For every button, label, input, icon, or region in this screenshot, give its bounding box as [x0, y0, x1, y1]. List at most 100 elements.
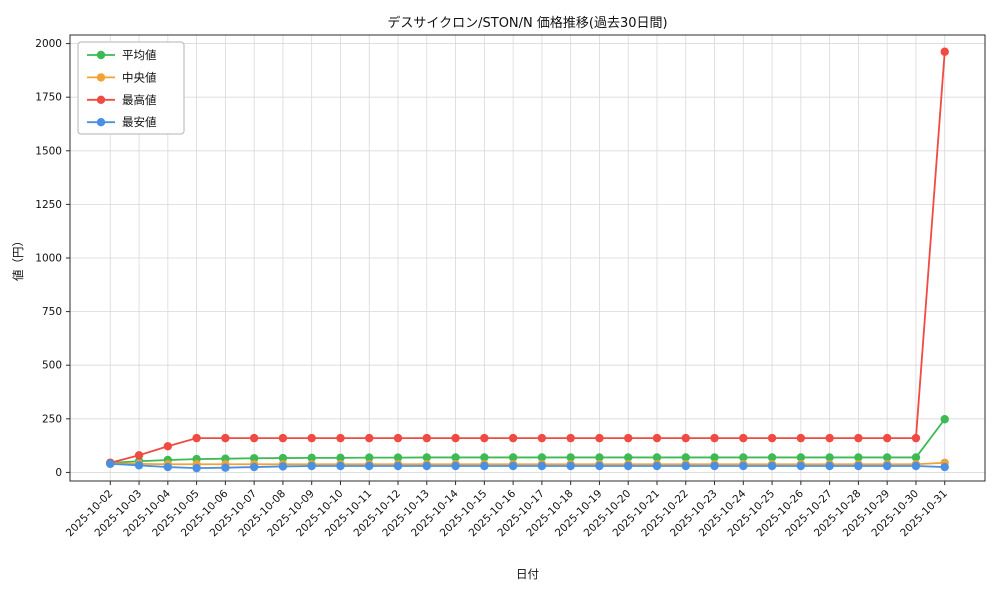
data-point-max — [480, 433, 489, 443]
data-point-avg — [796, 453, 806, 462]
data-point-max — [422, 433, 431, 443]
data-point-avg — [422, 453, 431, 462]
data-point-min — [825, 461, 834, 471]
data-point-max — [911, 433, 921, 443]
data-point-min — [624, 461, 633, 471]
data-point-max — [681, 433, 690, 443]
data-point-max — [278, 433, 288, 443]
data-point-min — [336, 461, 345, 471]
data-point-min — [739, 461, 748, 471]
data-point-min — [882, 461, 892, 471]
data-point-avg — [278, 453, 288, 463]
y-tick-label: 1250 — [35, 199, 62, 211]
data-point-min — [854, 461, 863, 471]
y-tick-label: 2000 — [35, 38, 62, 50]
y-tick-label: 1750 — [35, 92, 62, 104]
legend-marker — [96, 50, 106, 60]
data-point-avg — [393, 453, 403, 462]
data-point-max — [221, 433, 230, 443]
data-point-min — [652, 461, 662, 471]
data-point-max — [566, 433, 575, 443]
y-tick-label: 750 — [42, 306, 62, 318]
data-point-max — [192, 433, 201, 443]
data-point-min — [710, 461, 719, 471]
data-point-min — [365, 461, 374, 471]
legend-label: 中央値 — [122, 70, 157, 84]
data-point-max — [249, 433, 259, 443]
data-point-max — [652, 433, 662, 443]
data-point-avg — [365, 453, 374, 462]
legend-label: 最高値 — [122, 93, 157, 107]
data-point-min — [595, 461, 604, 471]
data-point-max — [796, 433, 806, 443]
y-tick-label: 250 — [42, 413, 62, 425]
data-point-min — [221, 463, 230, 472]
legend-marker — [96, 118, 106, 127]
data-point-max — [365, 433, 374, 443]
data-point-min — [307, 461, 316, 471]
series-avg — [106, 415, 949, 467]
data-point-avg — [767, 453, 777, 462]
series-max — [106, 47, 949, 467]
data-point-max — [451, 433, 460, 443]
y-tick-labels: 0 250 500 750 1000 1250 1500 1750 2000 — [35, 38, 62, 479]
data-point-avg — [508, 453, 518, 462]
data-point-min — [537, 461, 547, 471]
data-point-min — [508, 461, 518, 471]
data-point-min — [480, 461, 489, 471]
data-point-avg — [624, 453, 633, 462]
data-point-min — [911, 461, 921, 471]
legend-box — [77, 41, 185, 135]
data-point-min — [451, 461, 460, 471]
legend-marker — [96, 95, 106, 104]
data-point-min — [393, 461, 403, 471]
data-point-avg — [940, 415, 949, 424]
data-point-max — [163, 442, 173, 451]
data-point-min — [163, 462, 173, 472]
data-point-min — [681, 461, 690, 471]
data-point-avg — [911, 453, 921, 462]
axis-ticks — [66, 43, 946, 485]
data-point-max — [624, 433, 633, 443]
data-point-avg — [652, 453, 662, 462]
data-point-avg — [739, 453, 748, 462]
data-point-min — [192, 463, 201, 473]
grid-lines — [70, 35, 985, 481]
data-point-max — [537, 433, 547, 443]
data-point-min — [767, 461, 777, 471]
data-point-avg — [307, 453, 316, 463]
data-point-avg — [825, 453, 834, 462]
data-point-max — [508, 433, 518, 443]
data-point-min — [422, 461, 431, 471]
legend-label: 平均値 — [122, 48, 157, 62]
data-point-avg — [854, 453, 863, 462]
legend-marker — [96, 73, 106, 82]
series-min — [106, 459, 949, 473]
data-point-min — [566, 461, 575, 471]
data-point-avg — [681, 453, 690, 462]
y-axis-label: 値（円） — [11, 235, 25, 281]
data-point-min — [278, 462, 288, 471]
x-tick-labels: 2025-10-022025-10-032025-10-042025-10-05… — [64, 487, 950, 539]
data-point-min — [796, 461, 806, 471]
data-point-avg — [882, 453, 892, 462]
data-point-avg — [537, 453, 547, 462]
data-point-max — [854, 433, 863, 443]
data-point-avg — [710, 453, 719, 462]
data-point-avg — [480, 453, 489, 462]
data-point-avg — [451, 453, 460, 462]
data-point-max — [825, 433, 834, 443]
data-point-max — [882, 433, 892, 443]
data-point-max — [767, 433, 777, 443]
data-point-avg — [336, 453, 345, 463]
y-tick-label: 1000 — [35, 253, 62, 265]
y-tick-label: 500 — [42, 360, 62, 372]
chart-title: デスサイクロン/STON/N 価格推移(過去30日間) — [387, 16, 668, 31]
legend-label: 最安値 — [122, 115, 157, 129]
x-axis-label: 日付 — [516, 567, 539, 581]
data-point-max — [307, 433, 316, 443]
data-point-min — [249, 462, 259, 472]
